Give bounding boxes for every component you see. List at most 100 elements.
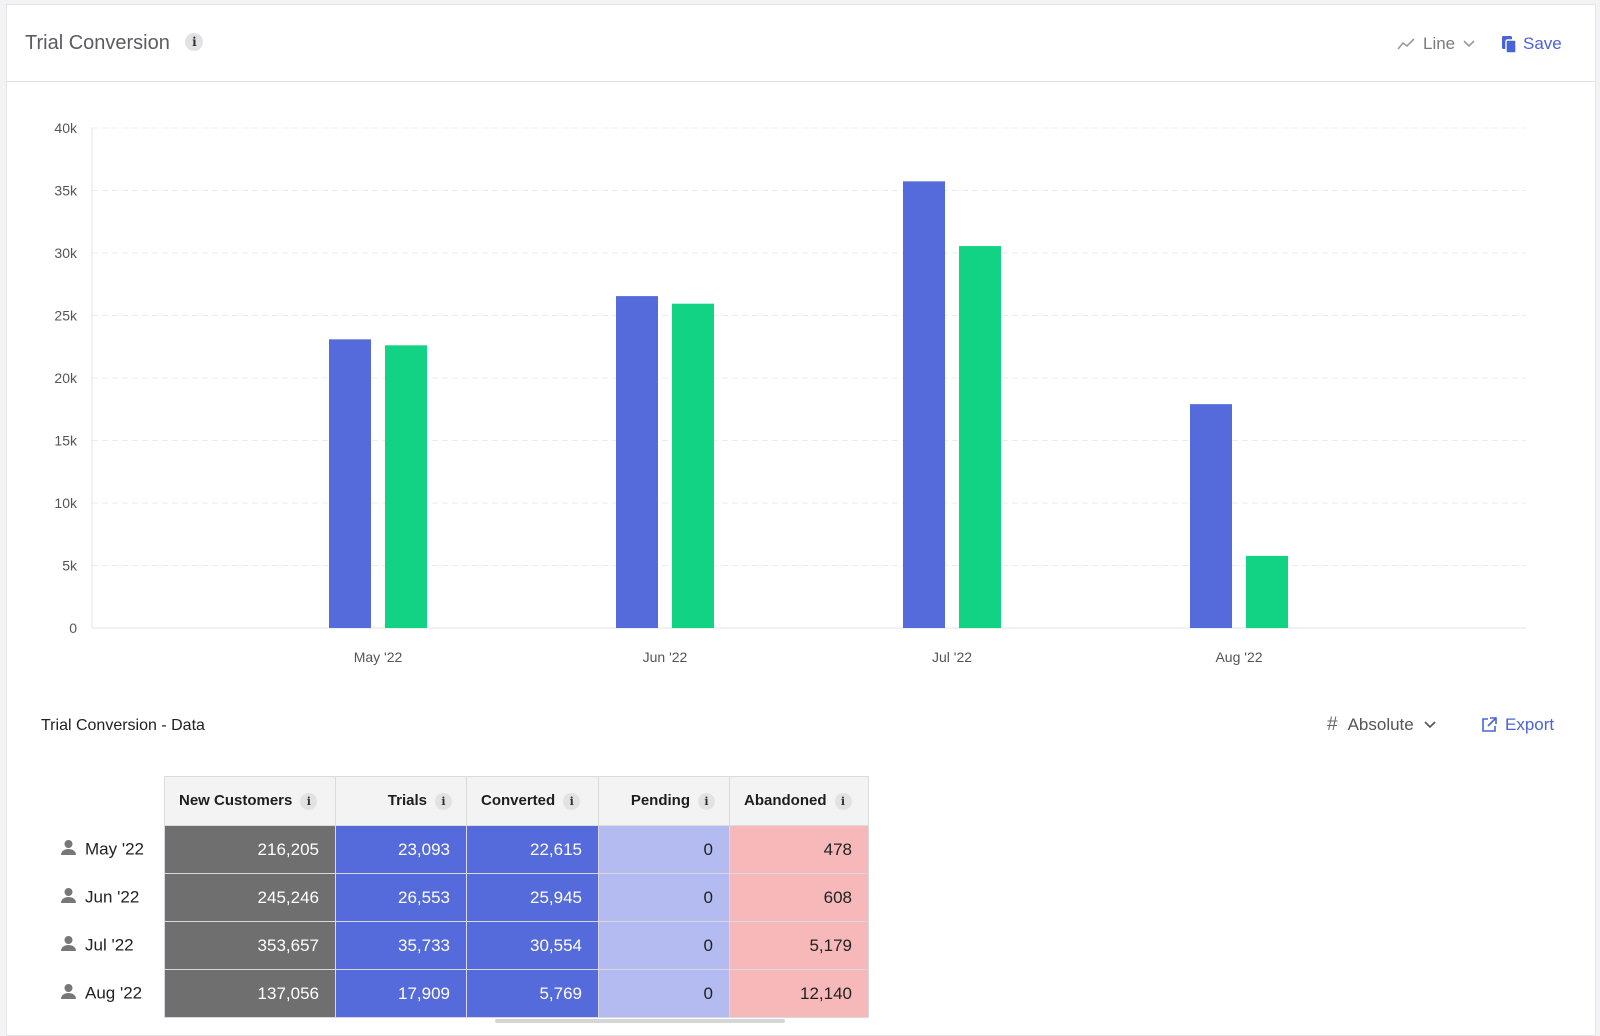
y-tick-label: 25k xyxy=(54,308,78,324)
data-table: New Customers i Trials i Converted i Pendin… xyxy=(52,776,869,1018)
external-link-icon xyxy=(1482,717,1497,732)
x-tick-label: May '22 xyxy=(354,649,403,665)
table-cell: 17,909 xyxy=(335,969,467,1018)
x-tick-label: Jun '22 xyxy=(643,649,688,665)
table-cell: 0 xyxy=(598,921,730,970)
value-mode-dropdown[interactable]: # Absolute xyxy=(1327,714,1436,736)
table-cell: 12,140 xyxy=(729,969,869,1018)
bar-converted-0[interactable] xyxy=(385,345,427,628)
table-cell: 137,056 xyxy=(164,969,336,1018)
column-header-label: New Customers xyxy=(179,792,293,810)
chart-type-dropdown[interactable]: Line xyxy=(1397,31,1475,57)
row-label: Jun '22 xyxy=(52,874,165,922)
column-header-label: Abandoned xyxy=(744,792,827,810)
bar-chart: 0 5k 10k 15k 20k 25k 30k 35k 40k May '22 Jun '22 J… xyxy=(54,120,1526,665)
table-row: Aug '22 137,056 17,909 5,769 0 12,140 xyxy=(52,969,869,1018)
y-tick-label: 35k xyxy=(54,183,78,199)
y-tick-label: 20k xyxy=(54,370,78,386)
table-row: May '22 216,205 23,093 22,615 0 478 xyxy=(52,825,869,874)
y-tick-label: 15k xyxy=(54,433,78,449)
chart-type-label: Line xyxy=(1423,34,1456,53)
bar-trials-0[interactable] xyxy=(329,339,371,628)
column-header-abandoned[interactable]: Abandoned i xyxy=(729,776,869,826)
table-cell: 5,179 xyxy=(729,921,869,970)
column-header-label: Pending xyxy=(630,792,690,810)
row-label: Jul '22 xyxy=(52,922,165,970)
table-cell: 353,657 xyxy=(164,921,336,970)
person-icon xyxy=(60,839,77,861)
table-cell: 5,769 xyxy=(466,969,599,1018)
row-label-text: Jun '22 xyxy=(85,886,140,906)
bar-converted-2[interactable] xyxy=(959,246,1001,628)
bar-trials-3[interactable] xyxy=(1190,404,1232,628)
y-axis-ticks: 0 5k 10k 15k 20k 25k 30k 35k 40k xyxy=(54,120,78,636)
table-cell: 245,246 xyxy=(164,873,336,922)
column-header-label: Converted xyxy=(481,792,556,810)
table-cell: 216,205 xyxy=(164,825,336,874)
table-cell: 30,554 xyxy=(466,921,599,970)
info-icon[interactable]: i xyxy=(698,792,715,810)
data-section-title: Trial Conversion - Data xyxy=(41,717,205,734)
bar-trials-1[interactable] xyxy=(616,296,658,628)
x-axis-ticks: May '22 Jun '22 Jul '22 Aug '22 xyxy=(354,649,1263,665)
table-cell: 608 xyxy=(729,873,869,922)
y-tick-label: 40k xyxy=(54,120,78,136)
info-icon[interactable]: i xyxy=(435,792,452,810)
hash-icon: # xyxy=(1327,714,1338,735)
person-icon xyxy=(60,887,77,909)
table-cell: 0 xyxy=(598,825,730,874)
bar-converted-3[interactable] xyxy=(1246,555,1288,628)
column-header-trials[interactable]: Trials i xyxy=(335,776,467,826)
bar-trials-2[interactable] xyxy=(903,181,945,628)
table-cell: 22,615 xyxy=(466,825,599,874)
y-tick-label: 5k xyxy=(62,558,78,574)
y-tick-label: 10k xyxy=(54,495,78,511)
save-button[interactable]: Save xyxy=(1501,31,1562,57)
line-chart-icon xyxy=(1397,38,1415,50)
column-header-converted[interactable]: Converted i xyxy=(466,776,599,826)
info-icon[interactable]: i xyxy=(300,792,318,810)
bar-converted-1[interactable] xyxy=(672,303,714,628)
chevron-down-icon xyxy=(1463,40,1475,48)
table-cell: 0 xyxy=(598,873,730,922)
chevron-down-icon xyxy=(1424,721,1436,729)
table-cell: 35,733 xyxy=(335,921,467,970)
table-header-row: New Customers i Trials i Converted i Pendin… xyxy=(52,776,869,826)
y-tick-label: 30k xyxy=(54,245,78,261)
x-tick-label: Aug '22 xyxy=(1215,649,1262,665)
table-row: Jun '22 245,246 26,553 25,945 0 608 xyxy=(52,873,869,922)
horizontal-scrollbar[interactable] xyxy=(495,1019,785,1023)
chart-grid xyxy=(92,127,1526,566)
row-label-text: Aug '22 xyxy=(85,982,143,1002)
row-label: May '22 xyxy=(52,826,165,874)
person-icon xyxy=(60,935,77,957)
save-label: Save xyxy=(1523,34,1562,53)
table-corner xyxy=(52,776,165,826)
row-label-text: May '22 xyxy=(85,838,144,858)
table-cell: 478 xyxy=(729,825,869,874)
info-icon[interactable]: i xyxy=(563,792,581,810)
y-tick-label: 0 xyxy=(69,620,77,636)
table-cell: 26,553 xyxy=(335,873,467,922)
table-cell: 23,093 xyxy=(335,825,467,874)
export-button[interactable]: Export xyxy=(1481,715,1554,735)
column-header-new-customers[interactable]: New Customers i xyxy=(164,776,336,826)
row-label-text: Jul '22 xyxy=(85,934,134,954)
column-header-pending[interactable]: Pending i xyxy=(598,776,730,826)
table-cell: 25,945 xyxy=(466,873,599,922)
row-label: Aug '22 xyxy=(52,970,165,1018)
chart-bars xyxy=(329,181,1288,628)
table-cell: 0 xyxy=(598,969,730,1018)
export-label: Export xyxy=(1505,715,1555,734)
page-title-text: Trial Conversion xyxy=(25,32,170,54)
x-tick-label: Jul '22 xyxy=(932,649,972,665)
table-row: Jul '22 353,657 35,733 30,554 0 5,179 xyxy=(52,921,869,970)
column-header-label: Trials xyxy=(387,792,427,810)
value-mode-label: Absolute xyxy=(1347,715,1414,734)
person-icon xyxy=(60,983,77,1005)
info-icon[interactable]: i xyxy=(834,792,852,810)
info-icon[interactable]: i xyxy=(185,32,204,51)
page-title: Trial Conversion i xyxy=(25,32,204,55)
copy-icon xyxy=(1502,35,1517,54)
card-header: Trial Conversion i Line Save xyxy=(7,5,1595,82)
